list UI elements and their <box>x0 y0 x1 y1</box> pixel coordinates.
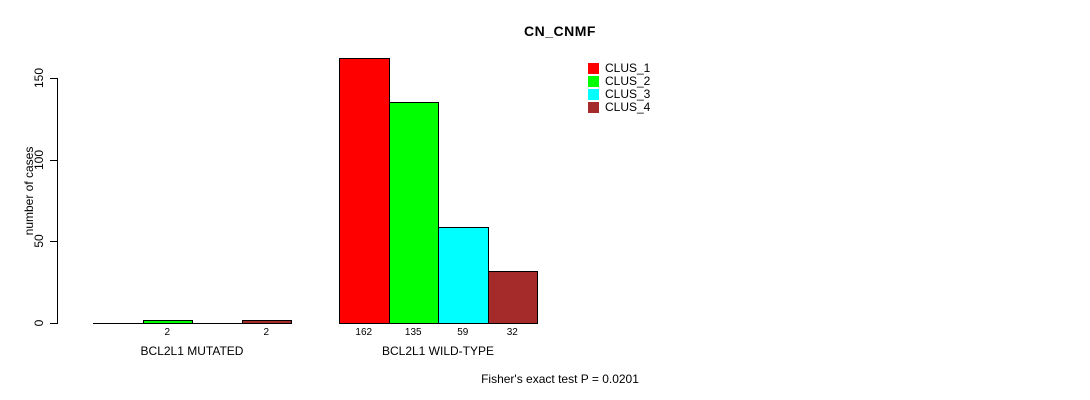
y-tick <box>50 241 57 243</box>
bar-clus_4-mutated <box>241 320 292 324</box>
y-tick <box>50 78 57 79</box>
chart-title: CN_CNMF <box>524 23 596 39</box>
bar-clus_1-wild-type <box>339 58 390 324</box>
group-label: BCL2L1 MUTATED <box>140 344 244 358</box>
bar-value-label: 135 <box>404 327 422 338</box>
group-label: BCL2L1 WILD-TYPE <box>381 344 495 358</box>
legend-item: CLUS_3 <box>588 88 650 101</box>
fisher-annotation: Fisher's exact test P = 0.0201 <box>481 372 639 386</box>
y-tick <box>50 159 57 161</box>
legend-item: CLUS_4 <box>588 101 650 114</box>
bar-clus_4-wild-type <box>487 271 538 324</box>
y-tick-label: 150 <box>32 67 46 89</box>
legend-swatch-clus_4 <box>588 102 599 113</box>
bar-clus_2-mutated <box>142 320 193 324</box>
y-axis-line <box>57 78 58 324</box>
legend-label: CLUS_4 <box>605 100 651 114</box>
bar-clus_2-wild-type <box>388 102 439 324</box>
legend-label: CLUS_1 <box>605 61 651 75</box>
bar-value-label: 59 <box>457 327 469 338</box>
y-tick-label: 0 <box>32 319 46 327</box>
bar-value-label: 2 <box>263 327 270 338</box>
legend-item: CLUS_1 <box>588 62 650 75</box>
legend-label: CLUS_2 <box>605 74 651 88</box>
legend: CLUS_1 CLUS_2 CLUS_3 CLUS_4 <box>588 62 650 114</box>
bar-value-label: 162 <box>355 327 373 338</box>
y-tick-label: 100 <box>32 149 46 170</box>
legend-item: CLUS_2 <box>588 75 650 88</box>
legend-swatch-clus_1 <box>588 63 599 74</box>
bar-clus_3-wild-type <box>438 227 489 324</box>
y-tick-label: 50 <box>32 234 46 249</box>
bar-value-label: 2 <box>164 327 171 338</box>
legend-swatch-clus_2 <box>588 76 599 87</box>
legend-swatch-clus_3 <box>588 89 599 100</box>
legend-label: CLUS_3 <box>605 87 651 101</box>
y-tick <box>50 323 57 324</box>
bar-value-label: 32 <box>506 327 518 338</box>
